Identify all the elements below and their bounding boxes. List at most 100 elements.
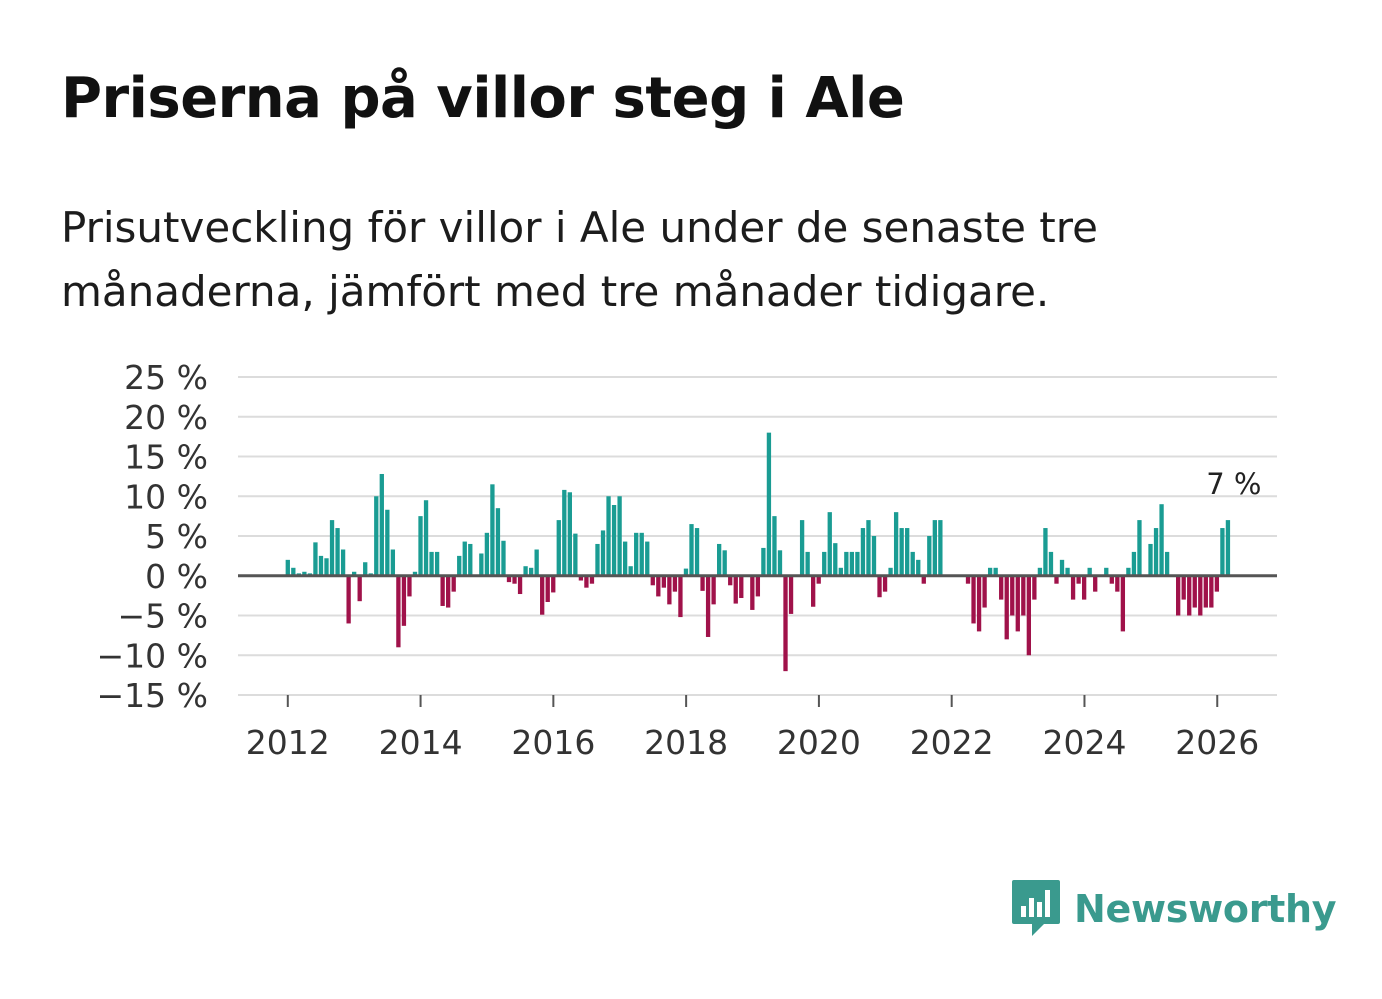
bar-negative	[440, 575, 445, 606]
bar-positive	[291, 567, 296, 576]
bar-negative	[672, 575, 678, 592]
brand-name: Newsworthy	[1074, 887, 1337, 931]
x-tick-label: 2014	[379, 723, 463, 762]
bar-negative	[578, 575, 584, 581]
bar-positive	[1037, 567, 1043, 576]
gridlines	[238, 376, 1277, 696]
bar-positive	[1059, 559, 1065, 576]
bar-positive	[434, 551, 440, 576]
bar-negative	[1054, 575, 1059, 584]
bar-positive	[1153, 528, 1159, 576]
bar-positive	[606, 496, 611, 576]
bar-positive	[335, 528, 340, 576]
bar-negative	[1076, 575, 1081, 584]
bar-positive	[639, 532, 644, 576]
bar-negative	[656, 575, 661, 597]
chart-title: Priserna på villor steg i Ale	[61, 66, 905, 131]
bar-negative	[1181, 575, 1186, 600]
y-tick-label: 0 %	[145, 557, 208, 596]
bar-negative	[357, 575, 362, 602]
bar-negative	[739, 575, 744, 599]
bar-negative	[1070, 575, 1076, 600]
brand[interactable]: Newsworthy	[1010, 878, 1337, 940]
bar-negative	[1203, 575, 1208, 608]
bar-positive	[528, 567, 534, 576]
bar-positive	[468, 543, 473, 576]
bar-negative	[750, 575, 755, 610]
bar-positive	[352, 571, 357, 576]
bar-positive	[717, 543, 722, 576]
bar-positive	[484, 532, 490, 576]
bar-positive	[1137, 520, 1142, 576]
bar-negative	[1015, 575, 1020, 632]
bar-positive	[385, 509, 390, 576]
bar-negative	[1093, 575, 1098, 592]
x-tick-label: 2012	[246, 723, 330, 762]
bar-positive	[617, 496, 622, 576]
bar-positive	[938, 520, 943, 576]
bar-positive	[905, 528, 910, 576]
bar-positive	[534, 549, 539, 576]
bar-positive	[324, 558, 329, 576]
y-tick-label: 15 %	[124, 438, 208, 477]
bar-negative	[551, 575, 556, 593]
bar-positive	[313, 542, 318, 576]
bar-positive	[683, 568, 689, 576]
bar-negative	[1026, 575, 1031, 656]
bar-positive	[899, 528, 904, 576]
bar-positive	[694, 528, 700, 576]
bar-negative	[1021, 575, 1026, 616]
bar-positive	[761, 547, 766, 576]
bar-positive	[556, 520, 561, 576]
bar-negative	[921, 575, 926, 584]
bar-positive	[573, 533, 578, 576]
bar-positive	[927, 536, 932, 576]
bar-positive	[1043, 528, 1048, 576]
bar-positive	[374, 496, 379, 576]
bar-positive	[888, 567, 893, 576]
bar-negative	[728, 575, 733, 586]
bar-negative	[1192, 575, 1197, 608]
bar-positive	[855, 551, 860, 576]
latest-value-annotation: 7 %	[1206, 467, 1261, 501]
bar-positive	[1131, 551, 1137, 576]
x-axis-labels: 2012 2014 2016 2018 2020 2022 2024 2026	[246, 695, 1259, 762]
y-tick-label: −10 %	[97, 636, 209, 675]
bar-positive	[1148, 543, 1153, 576]
x-tick-label: 2026	[1175, 723, 1259, 762]
bar-negative	[401, 575, 407, 626]
bar-positive	[622, 541, 628, 576]
bar-positive	[805, 551, 810, 576]
bar-negative	[1187, 575, 1192, 616]
bar-positive	[340, 549, 346, 576]
bar-positive	[495, 508, 501, 576]
bar-positive	[822, 551, 827, 576]
bar-negative	[667, 575, 672, 605]
bar-positive	[600, 530, 606, 576]
bar-positive	[849, 551, 855, 576]
bar-positive	[844, 551, 849, 576]
y-tick-label: −15 %	[97, 676, 209, 715]
bar-negative	[407, 575, 412, 597]
x-tick-label: 2020	[777, 723, 861, 762]
bar-positive	[611, 505, 617, 576]
bar-positive	[634, 532, 639, 576]
bar-positive	[390, 549, 396, 576]
bar-negative	[783, 575, 788, 672]
y-tick-label: 20 %	[124, 398, 208, 437]
bar-negative	[1120, 575, 1126, 632]
x-tick-label: 2018	[644, 723, 728, 762]
bar-positive	[1225, 520, 1231, 576]
bar-negative	[816, 575, 821, 584]
bar-negative	[1115, 575, 1120, 592]
bar-negative	[678, 575, 683, 618]
bar-negative	[512, 575, 517, 584]
bar-negative	[584, 575, 589, 588]
bars	[285, 432, 1231, 672]
bar-positive	[418, 516, 423, 576]
bar-positive	[799, 520, 805, 576]
bar-positive	[429, 551, 434, 576]
bar-positive	[1159, 504, 1164, 576]
x-tick-label: 2022	[910, 723, 994, 762]
